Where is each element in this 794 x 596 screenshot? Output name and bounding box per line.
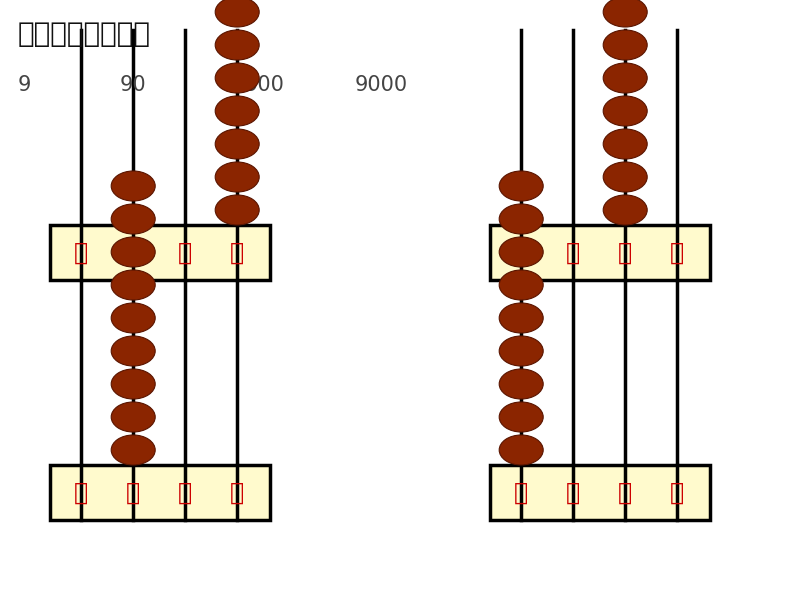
Text: 90: 90	[120, 75, 147, 95]
Ellipse shape	[215, 195, 259, 225]
Ellipse shape	[499, 171, 543, 201]
Ellipse shape	[215, 162, 259, 192]
Ellipse shape	[111, 204, 155, 234]
Text: 900: 900	[245, 75, 285, 95]
Text: 千: 千	[74, 480, 88, 504]
Ellipse shape	[603, 96, 647, 126]
Ellipse shape	[111, 171, 155, 201]
Ellipse shape	[111, 270, 155, 300]
Text: 百: 百	[126, 480, 141, 504]
Ellipse shape	[111, 435, 155, 465]
Text: 十: 十	[178, 480, 192, 504]
Ellipse shape	[603, 30, 647, 60]
Ellipse shape	[111, 369, 155, 399]
Ellipse shape	[499, 435, 543, 465]
Text: 千: 千	[515, 480, 528, 504]
Ellipse shape	[603, 195, 647, 225]
Ellipse shape	[603, 0, 647, 27]
Ellipse shape	[499, 336, 543, 366]
Ellipse shape	[215, 0, 259, 27]
Ellipse shape	[499, 204, 543, 234]
Ellipse shape	[111, 402, 155, 432]
Text: 9000: 9000	[355, 75, 408, 95]
Text: 个: 个	[230, 480, 245, 504]
Ellipse shape	[215, 129, 259, 159]
Text: 百: 百	[126, 241, 141, 265]
Text: 百: 百	[566, 480, 580, 504]
Ellipse shape	[215, 30, 259, 60]
Ellipse shape	[215, 96, 259, 126]
Text: 百: 百	[566, 241, 580, 265]
Text: 十: 十	[619, 241, 632, 265]
Text: 千: 千	[74, 241, 88, 265]
Text: 在计数器上拨算珠: 在计数器上拨算珠	[18, 20, 151, 48]
Ellipse shape	[603, 129, 647, 159]
Text: 十: 十	[619, 480, 632, 504]
Ellipse shape	[215, 63, 259, 93]
Text: 千: 千	[515, 241, 528, 265]
Bar	[50, 225, 270, 280]
Ellipse shape	[603, 162, 647, 192]
Ellipse shape	[499, 303, 543, 333]
Text: 个: 个	[670, 241, 684, 265]
Ellipse shape	[111, 303, 155, 333]
Bar	[490, 465, 710, 520]
Ellipse shape	[499, 369, 543, 399]
Ellipse shape	[111, 336, 155, 366]
Text: 9: 9	[18, 75, 32, 95]
Ellipse shape	[111, 237, 155, 267]
Ellipse shape	[499, 402, 543, 432]
Bar	[50, 465, 270, 520]
Ellipse shape	[499, 237, 543, 267]
Text: 个: 个	[670, 480, 684, 504]
Text: 个: 个	[230, 241, 245, 265]
Ellipse shape	[499, 270, 543, 300]
Text: 十: 十	[178, 241, 192, 265]
Ellipse shape	[603, 63, 647, 93]
Bar	[490, 225, 710, 280]
